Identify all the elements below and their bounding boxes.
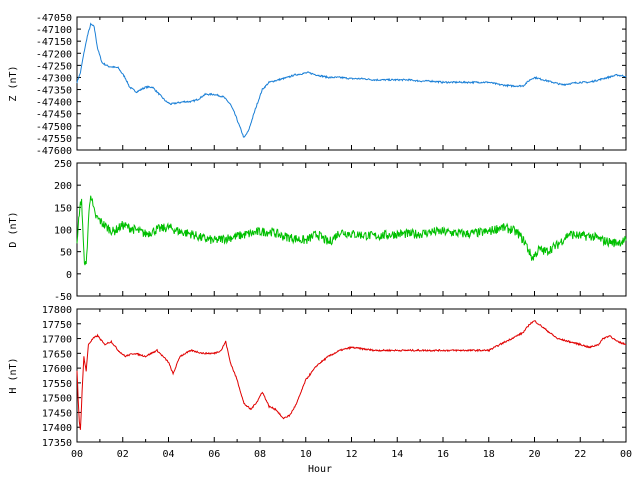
y-tick-label: 250 xyxy=(54,159,72,170)
x-tick-label: 14 xyxy=(391,449,403,460)
x-tick-label: 08 xyxy=(254,449,266,460)
x-tick-label: 22 xyxy=(574,449,586,460)
d-panel: 250 200 150 100 50 0 -50 D (nT) xyxy=(8,159,627,303)
y-tick-label: 100 xyxy=(54,226,72,237)
y-tick-label: -47250 xyxy=(36,61,72,72)
y-tick-label: -47450 xyxy=(36,110,72,121)
y-tick-label: 17500 xyxy=(42,394,72,405)
y-tick-label: 150 xyxy=(54,203,72,214)
y-tick-label: 17550 xyxy=(42,379,72,390)
y-tick-label: 50 xyxy=(60,248,72,259)
x-tick-label: 10 xyxy=(300,449,312,460)
y-tick-label: -47100 xyxy=(36,25,72,36)
x-tick-label: 20 xyxy=(528,449,540,460)
y-tick-label: -47600 xyxy=(36,146,72,157)
x-tick-label: 12 xyxy=(345,449,357,460)
series-line xyxy=(76,195,627,266)
y-tick-label: -47150 xyxy=(36,37,72,48)
y-tick-label: 17700 xyxy=(42,335,72,346)
y-tick-label: -47550 xyxy=(36,134,72,145)
h-panel: 17800 17750 17700 17650 17600 17550 17500 17450… xyxy=(8,305,632,460)
y-tick-label: -47500 xyxy=(36,122,72,133)
y-tick-label: 17800 xyxy=(42,305,72,316)
y-tick-label: 200 xyxy=(54,181,72,192)
y-tick-label: -47300 xyxy=(36,73,72,84)
x-tick-label: 18 xyxy=(483,449,495,460)
x-tick-label: 00 xyxy=(71,449,83,460)
x-tick-label: 00 xyxy=(620,449,632,460)
x-axis-label: Hour xyxy=(308,464,332,475)
plot-frame xyxy=(76,308,627,443)
x-tick-label: 16 xyxy=(437,449,449,460)
y-tick-label: -47050 xyxy=(36,13,72,24)
y-tick-label: -47350 xyxy=(36,86,72,97)
y-axis-label: H (nT) xyxy=(8,357,19,393)
y-tick-label: -47200 xyxy=(36,49,72,60)
y-tick-label: -47400 xyxy=(36,98,72,109)
y-tick-label: 0 xyxy=(66,270,72,281)
y-tick-label: 17650 xyxy=(42,349,72,360)
plot-frame xyxy=(76,16,627,151)
series-line xyxy=(76,22,627,138)
x-tick-label: 04 xyxy=(162,449,174,460)
x-tick-label: 06 xyxy=(208,449,220,460)
series-line xyxy=(76,320,627,430)
y-tick-label: 17750 xyxy=(42,320,72,331)
y-axis-label: D (nT) xyxy=(8,211,19,247)
y-tick-label: 17450 xyxy=(42,408,72,419)
y-axis-label: Z (nT) xyxy=(8,65,19,101)
y-tick-label: 17600 xyxy=(42,364,72,375)
y-tick-label: 17350 xyxy=(42,438,72,449)
x-tick-label: 02 xyxy=(117,449,129,460)
y-tick-label: 17400 xyxy=(42,423,72,434)
z-panel: -47050-47100-47150-47200-47250-47300 -473… xyxy=(8,13,627,157)
y-tick-label: -50 xyxy=(54,292,72,303)
